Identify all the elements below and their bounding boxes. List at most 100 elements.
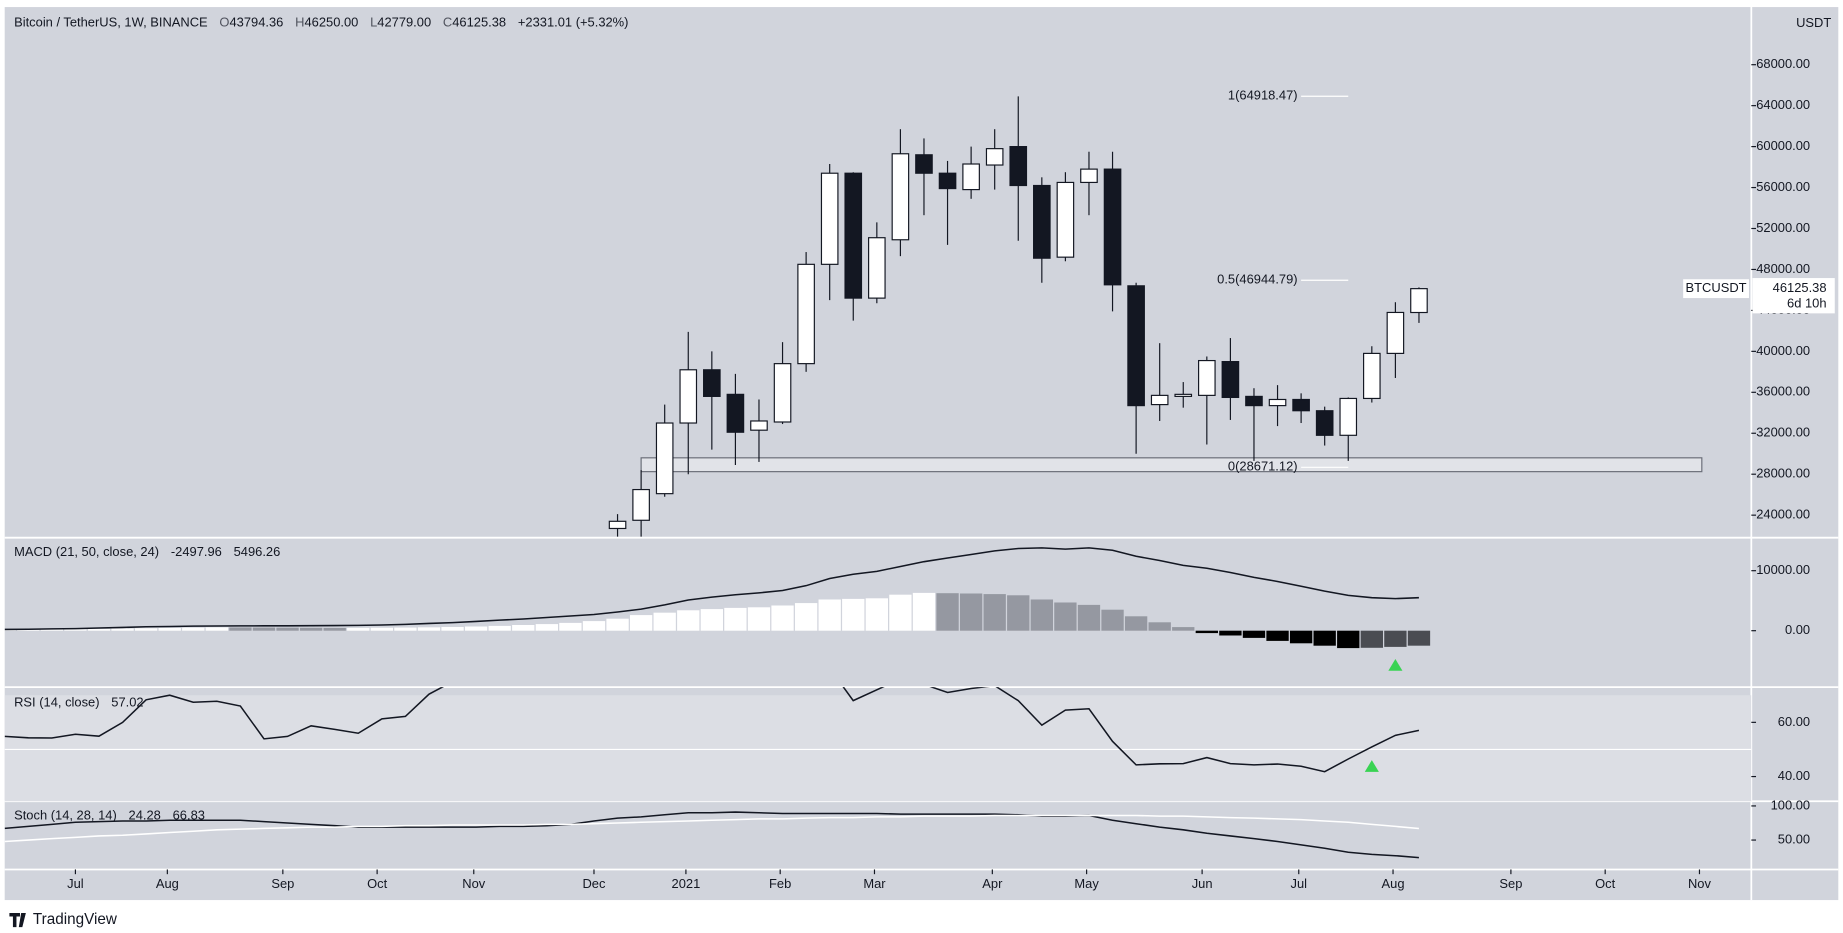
histogram-bar — [512, 624, 535, 631]
histogram-bar — [842, 598, 865, 631]
y-tick-label: 24000.00 — [1756, 507, 1810, 522]
histogram-bar — [818, 599, 841, 631]
logo-mark — [9, 912, 26, 928]
histogram-bar — [959, 593, 983, 631]
y-tick-label: 60.00 — [1778, 714, 1810, 729]
pane — [4, 811, 1419, 859]
histogram-bar — [347, 627, 370, 631]
candle-body — [1009, 146, 1028, 187]
signal-arrow — [1364, 760, 1379, 772]
ohlc-value: 46250.00 — [304, 15, 358, 30]
x-tick-label: Mar — [863, 876, 886, 891]
x-tick-label: Apr — [982, 876, 1003, 891]
x-tick-label: May — [1074, 876, 1099, 891]
ohlc-value: 43794.36 — [229, 15, 283, 30]
x-tick-label: Feb — [769, 876, 791, 891]
last-price: 46125.38 — [1773, 280, 1827, 295]
y-tick-label: 50.00 — [1778, 831, 1810, 846]
y-tick-label: 36000.00 — [1756, 384, 1810, 399]
pane-legend: Bitcoin / TetherUS, 1W, BINANCE O43794.36… — [14, 15, 628, 30]
candle-body — [703, 369, 721, 397]
support-zone — [640, 457, 1703, 473]
histogram-bar — [1219, 630, 1242, 636]
ohlc-label: H — [295, 15, 304, 30]
histogram-bar — [677, 610, 700, 631]
x-tick-label: Sep — [271, 876, 294, 891]
y-tick-label: 68000.00 — [1756, 56, 1810, 71]
histogram-bar — [1172, 627, 1195, 631]
x-tick-label: Aug — [156, 876, 179, 891]
histogram-bar — [299, 627, 323, 631]
histogram-bar — [535, 624, 559, 631]
candle-body — [1174, 393, 1193, 397]
rsi-band — [4, 695, 1752, 802]
candle-body — [985, 148, 1004, 166]
ohlc-label: L — [370, 15, 377, 30]
histogram-bar — [441, 626, 464, 631]
fib-label: 0.5(46944.79) — [1217, 272, 1297, 287]
candle-body — [1033, 184, 1051, 259]
ohlc-label: O — [219, 15, 229, 30]
histogram-bar — [1313, 630, 1336, 646]
candle-body — [1127, 285, 1145, 407]
histogram-bar — [1077, 604, 1101, 631]
brand-logo: TradingView — [9, 911, 118, 928]
pane-legend: MACD (21, 50, close, 24) -2497.96 5496.26 — [14, 544, 280, 559]
ohlc-value: 46125.38 — [452, 15, 506, 30]
ohlc-label: C — [443, 15, 452, 30]
y-tick-label: 52000.00 — [1756, 220, 1810, 235]
price-label-box — [1752, 278, 1835, 314]
candle-body — [1363, 352, 1381, 400]
candle-body — [632, 488, 650, 521]
histogram-bar — [889, 594, 912, 631]
histogram-bar — [1007, 595, 1030, 631]
candle-body — [1386, 311, 1405, 354]
pane-legend: Stoch (14, 28, 14) 24.28 66.83 — [14, 808, 205, 823]
histogram-bar — [1195, 630, 1218, 634]
histogram-bar — [794, 603, 818, 631]
candle-body — [962, 163, 980, 191]
candle-body — [679, 369, 698, 424]
histogram-bar — [417, 627, 441, 631]
x-tick-label: Aug — [1382, 876, 1405, 891]
histogram-bar — [276, 627, 299, 631]
histogram-bar — [229, 627, 252, 631]
ohlc-value: 42779.00 — [377, 15, 431, 30]
histogram-bar — [1407, 630, 1431, 646]
histogram-bar — [111, 628, 134, 631]
candle-body — [797, 263, 815, 365]
candle-body — [608, 520, 627, 530]
histogram-bar — [323, 627, 346, 631]
y-tick-label: 10000.00 — [1756, 562, 1810, 577]
symbol-label-box — [1683, 279, 1749, 299]
histogram-bar — [394, 627, 417, 631]
histogram-bar — [582, 621, 606, 631]
candle-body — [1080, 168, 1098, 184]
histogram-bar — [700, 609, 724, 631]
legend-title: MACD (21, 50, close, 24) — [14, 544, 159, 559]
x-tick-label: 2021 — [672, 876, 701, 891]
candle-body — [891, 153, 910, 241]
histogram-bar — [983, 594, 1006, 631]
x-tick-label: Nov — [462, 876, 486, 891]
candle-body — [1245, 395, 1263, 407]
price-unit: USDT — [1796, 15, 1831, 30]
histogram-bar — [559, 622, 582, 631]
candle-body — [1198, 359, 1216, 396]
legend-value: 57.02 — [111, 695, 143, 710]
x-tick-label: Oct — [367, 876, 388, 891]
candle-body — [868, 237, 886, 299]
candle-body — [655, 422, 674, 495]
histogram-bar — [40, 629, 64, 631]
legend-title: RSI (14, close) — [14, 695, 99, 710]
histogram-bar — [134, 628, 158, 631]
histogram-bar — [1030, 599, 1053, 631]
candle-body — [844, 172, 863, 299]
histogram-bar — [1337, 630, 1360, 649]
fib-label: 0(28671.12) — [1228, 459, 1298, 474]
histogram-bar — [1242, 630, 1266, 638]
histogram-bar — [1289, 630, 1313, 644]
histogram-bar — [1266, 630, 1289, 641]
histogram-bar — [464, 626, 488, 631]
